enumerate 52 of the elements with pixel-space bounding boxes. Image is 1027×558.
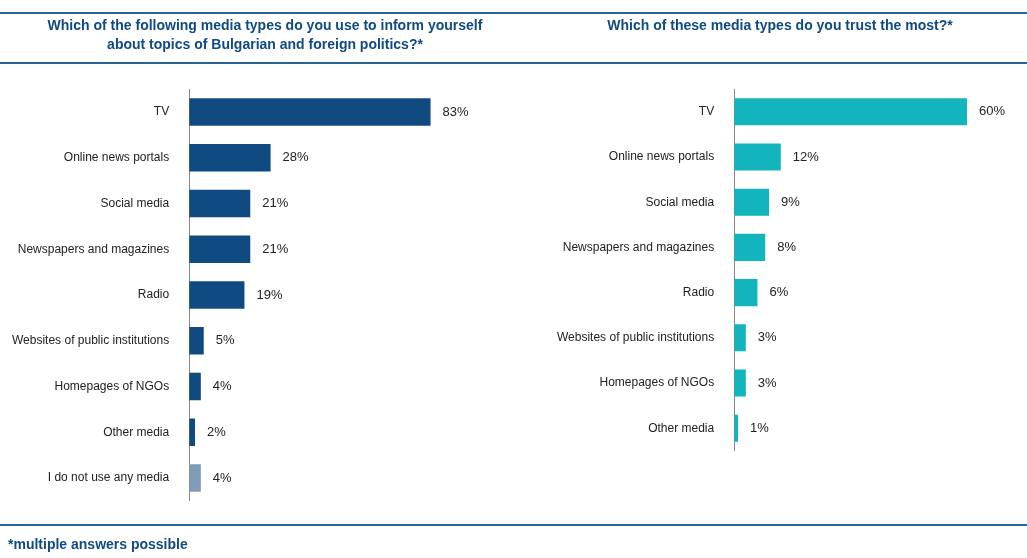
data-label: 19%	[256, 286, 283, 302]
data-label: 2%	[207, 423, 227, 439]
bar	[734, 369, 746, 397]
data-label: 1%	[750, 419, 770, 435]
bar	[189, 98, 431, 126]
y-tick-label: Other media	[103, 424, 170, 439]
bar	[734, 233, 766, 261]
y-tick-label: Newspapers and magazines	[562, 239, 715, 254]
y-tick-label: Online news portals	[608, 149, 715, 164]
y-tick-label: Radio	[682, 284, 715, 299]
data-label: 83%	[442, 103, 470, 119]
data-label: 3%	[757, 329, 778, 345]
y-tick-label: I do not use any media	[47, 470, 170, 485]
y-tick-label: Other media	[648, 420, 715, 435]
y-tick-label: TV	[698, 104, 715, 119]
y-tick-label: Websites of public institutions	[11, 333, 170, 348]
data-label: 8%	[777, 238, 797, 254]
y-tick-label: Homepages of NGOs	[54, 378, 170, 393]
chart-title: Which of the following media types do you use to inform yourself about topics of Bulgarian and foreign politics?*	[46, 16, 484, 54]
bar	[189, 372, 201, 401]
bar	[189, 144, 271, 172]
data-label: 21%	[262, 240, 289, 256]
data-label: 4%	[212, 469, 233, 485]
data-label: 21%	[262, 195, 289, 211]
bar	[189, 464, 201, 492]
y-tick-label: Radio	[137, 287, 170, 302]
bar	[734, 98, 967, 126]
data-label: 6%	[769, 284, 789, 300]
chart-title: Which of these media types do you trust the most?*	[606, 16, 954, 35]
bar	[189, 281, 245, 309]
y-tick-label: TV	[153, 104, 170, 119]
y-tick-label: Social media	[100, 195, 170, 210]
y-tick-label: Homepages of NGOs	[599, 375, 715, 390]
bar	[734, 324, 746, 352]
bar	[734, 143, 781, 171]
y-tick-label: Online news portals	[63, 150, 170, 165]
text: *multiple answers possible	[8, 536, 188, 552]
y-tick-label: Websites of public institutions	[556, 330, 715, 345]
data-label: 28%	[282, 149, 310, 165]
bar	[189, 235, 251, 263]
data-label: 5%	[215, 332, 235, 348]
bar	[734, 279, 758, 307]
data-label: 12%	[792, 148, 820, 164]
y-tick-label: Newspapers and magazines	[17, 241, 170, 256]
data-label: 9%	[781, 193, 801, 209]
data-label: 60%	[979, 103, 1006, 119]
data-label: 4%	[212, 378, 233, 394]
bar	[734, 188, 770, 216]
bar	[189, 189, 251, 218]
y-tick-label: Social media	[645, 194, 715, 209]
data-label: 3%	[757, 374, 778, 390]
bar	[189, 327, 204, 355]
